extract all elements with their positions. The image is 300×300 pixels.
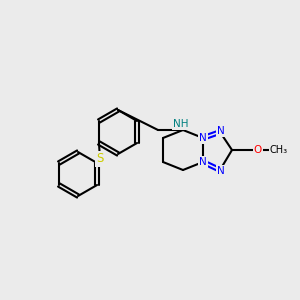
Text: N: N <box>217 166 225 176</box>
Text: O: O <box>254 145 262 155</box>
Text: N: N <box>199 157 207 167</box>
Text: NH: NH <box>173 119 189 129</box>
Text: S: S <box>96 152 104 166</box>
Text: CH₃: CH₃ <box>270 145 288 155</box>
Text: N: N <box>199 133 207 143</box>
Text: N: N <box>217 126 225 136</box>
